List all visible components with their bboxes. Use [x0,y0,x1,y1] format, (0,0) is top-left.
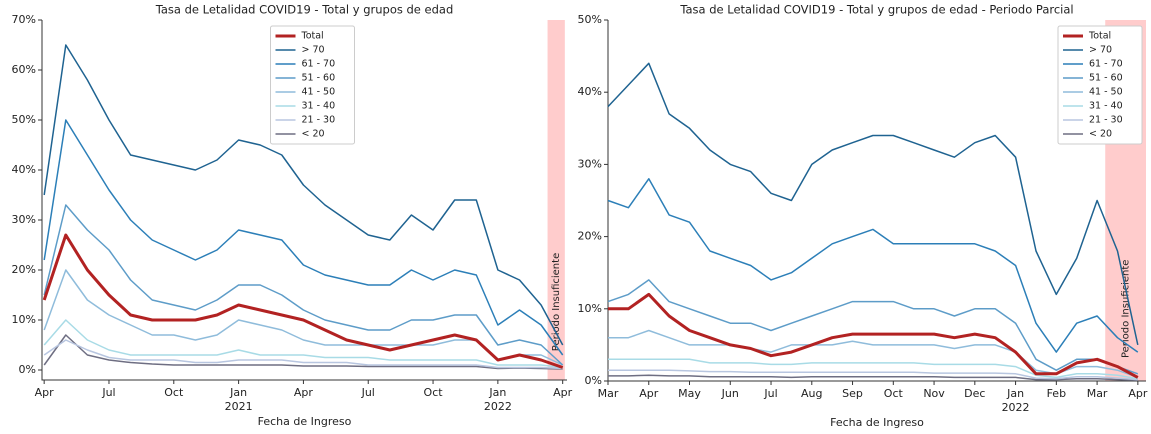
x-tick-label: Apr [639,387,659,400]
y-tick-label: 20% [578,230,602,243]
series-line [43,334,563,370]
y-tick-label: 70% [12,13,36,26]
x-tick-label: Oct [164,386,184,399]
series-line [43,204,564,366]
x-tick-label: Jul [101,386,115,399]
y-tick-label: 50% [578,13,602,26]
series-line [42,233,564,369]
x-tick-label: Apr [35,386,55,399]
y-tick-label: 20% [12,263,36,276]
x-axis-label: Fecha de Ingreso [830,416,924,429]
x-tick-label: Jun [721,387,739,400]
legend-label: > 70 [302,45,325,56]
x-tick-label: Oct [884,387,904,400]
x-tick-label: Feb [1047,387,1066,400]
legend-label: > 70 [1089,45,1112,56]
x-tick-label: Jan [229,386,247,399]
legend-label: Total [1088,31,1111,42]
legend-label: 51 - 60 [302,73,336,84]
y-tick-label: 40% [578,85,602,98]
x-tick-label: Jul [361,386,375,399]
legend-label: Total [301,31,324,42]
axis-frame [41,20,567,381]
x-year-label: 2021 [225,400,253,413]
legend-label: < 20 [1089,129,1112,140]
x-tick-label: Jan [1006,387,1024,400]
x-tick-label: Nov [923,387,945,400]
legend-label: < 20 [302,129,325,140]
x-tick-label: Mar [598,387,619,400]
chart-title: Tasa de Letalidad COVID19 - Total y grup… [679,3,1073,17]
x-tick-label: Jul [763,387,777,400]
x-year-label: 2022 [484,400,512,413]
x-tick-label: Oct [424,386,444,399]
series-line [43,119,564,356]
x-tick-label: Jan [488,386,506,399]
x-tick-label: Apr [294,386,314,399]
y-tick-label: 10% [12,313,36,326]
x-tick-label: Apr [1128,387,1148,400]
legend-label: 31 - 40 [302,101,336,112]
x-year-label: 2022 [1002,401,1030,414]
legend: Total > 70 61 - 70 51 - 60 41 - 50 31 - 40 21 … [1057,25,1143,145]
series-line [608,374,1138,382]
x-tick-label: Dec [964,387,985,400]
series-line [43,269,564,366]
legend-label: 21 - 30 [1089,115,1123,126]
shade-region [547,20,565,380]
x-tick-label: May [678,387,701,400]
series-line [43,44,564,346]
series-line [608,369,1138,381]
series-line [607,62,1139,346]
axis-frame [607,20,1146,382]
x-tick-label: Mar [1087,387,1108,400]
series-line [43,319,563,369]
series-line [608,358,1138,380]
chart: Tasa de Letalidad COVID19 - Total y grup… [578,3,1148,430]
series-line [607,279,1139,375]
legend-label: 61 - 70 [1089,59,1123,70]
series-line [607,178,1139,353]
x-tick-label: Aug [801,387,822,400]
series-line [608,292,1139,379]
shade-label: Periodo Insuficiente [551,253,562,351]
legend: Total > 70 61 - 70 51 - 60 41 - 50 31 - 40 21 … [270,25,355,145]
x-tick-label: Sep [842,387,863,400]
legend-label: 61 - 70 [302,59,336,70]
x-tick-label: Apr [553,386,573,399]
legend-label: 51 - 60 [1089,73,1123,84]
y-tick-label: 30% [12,213,36,226]
y-tick-label: 50% [12,113,36,126]
x-axis-label: Fecha de Ingreso [258,415,352,428]
legend-label: 31 - 40 [1089,101,1123,112]
legend-label: 41 - 50 [302,87,336,98]
y-tick-label: 60% [12,63,36,76]
y-tick-label: 30% [578,157,602,170]
legend-box [1057,25,1143,145]
y-tick-label: 0% [585,374,602,387]
shade-label: Periodo Insuficiente [1121,260,1132,358]
y-tick-label: 0% [19,363,36,376]
legend-box [270,25,355,145]
y-tick-label: 10% [578,302,602,315]
legend-label: 41 - 50 [1089,87,1123,98]
series-line [43,339,563,370]
y-tick-label: 40% [12,163,36,176]
legend-label: 21 - 30 [302,115,336,126]
chart: Tasa de Letalidad COVID19 - Total y grup… [12,3,573,429]
chart-title: Tasa de Letalidad COVID19 - Total y grup… [155,3,454,17]
